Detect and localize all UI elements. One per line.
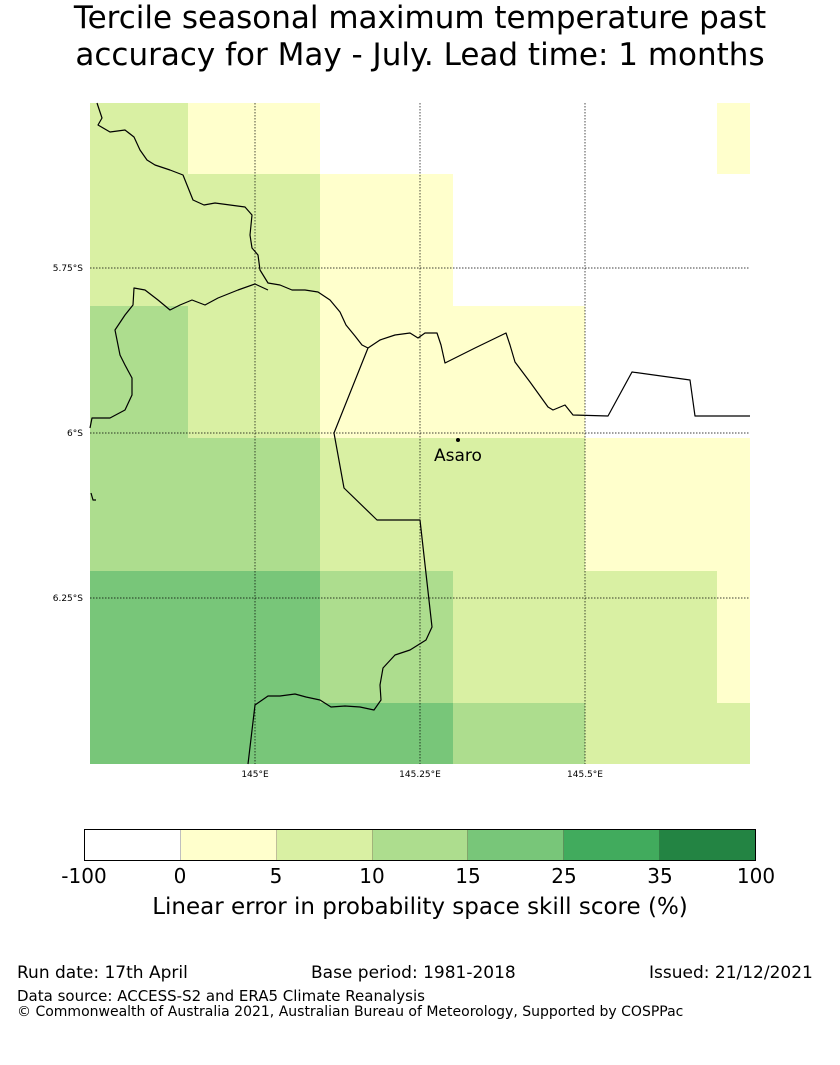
colorbar-segment xyxy=(276,830,373,860)
title-line-2: accuracy for May - July. Lead time: 1 mo… xyxy=(75,37,765,73)
grid-cell xyxy=(90,571,188,703)
grid-cell xyxy=(453,571,585,703)
colorbar-tick-label: 25 xyxy=(551,864,577,888)
grid-cell xyxy=(188,103,320,174)
lon-label: 145.25°E xyxy=(399,770,441,780)
grid-cell xyxy=(320,306,453,438)
grid-cell xyxy=(320,571,453,703)
grid-cell xyxy=(585,438,750,571)
colorbar xyxy=(84,829,756,861)
colorbar-segment xyxy=(468,830,565,860)
colorbar-segment xyxy=(180,830,277,860)
lat-label: 5.75°S xyxy=(53,264,84,274)
province-boundary xyxy=(90,492,96,501)
grid-cell xyxy=(585,571,717,703)
colorbar-tick-label: 15 xyxy=(455,864,481,888)
colorbar-tick-label: 35 xyxy=(647,864,673,888)
grid-cell xyxy=(90,174,188,306)
colorbar-label: Linear error in probability space skill … xyxy=(152,894,688,920)
province-boundary xyxy=(247,347,433,765)
place-label: Asaro xyxy=(434,446,482,466)
colorbar-segment xyxy=(564,830,661,860)
colorbar-segment xyxy=(660,830,756,860)
issued-date: Issued: 21/12/2021 xyxy=(649,963,813,983)
skill-grid xyxy=(90,103,750,764)
grid-cell xyxy=(90,306,188,438)
colorbar-segment xyxy=(85,830,181,860)
chart-title: Tercile seasonal maximum temperature pas… xyxy=(0,0,840,74)
grid-cell xyxy=(453,703,585,764)
lat-label: 6.25°S xyxy=(53,594,84,604)
grid-cell xyxy=(717,103,750,174)
grid-cell xyxy=(188,306,320,438)
grid-cell xyxy=(717,703,750,764)
copyright: © Commonwealth of Australia 2021, Austra… xyxy=(17,1004,684,1020)
data-source: Data source: ACCESS-S2 and ERA5 Climate … xyxy=(17,987,425,1005)
grid-cell xyxy=(188,174,320,306)
colorbar-tick-label: 100 xyxy=(736,864,776,888)
grid-cell xyxy=(90,103,188,174)
province-boundary xyxy=(89,283,269,429)
boundaries xyxy=(89,102,750,765)
grid-cell xyxy=(585,703,717,764)
grid-cell xyxy=(90,438,188,571)
title-line-1: Tercile seasonal maximum temperature pas… xyxy=(73,0,767,36)
run-date: Run date: 17th April xyxy=(17,963,188,983)
province-boundary xyxy=(96,102,750,417)
grid-cell xyxy=(320,703,453,764)
grid-cell xyxy=(90,703,188,764)
base-period: Base period: 1981-2018 xyxy=(311,963,516,983)
colorbar-segment xyxy=(372,830,469,860)
lat-label: 6°S xyxy=(67,429,83,439)
grid-cell xyxy=(717,571,750,703)
graticule xyxy=(90,103,750,764)
place-marker xyxy=(456,438,460,442)
grid-cell xyxy=(188,438,320,571)
colorbar-tick-label: -100 xyxy=(61,864,107,888)
grid-cell xyxy=(453,438,585,571)
colorbar-tick-label: 5 xyxy=(269,864,283,888)
colorbar-tick-label: 10 xyxy=(359,864,385,888)
grid-cell xyxy=(320,174,453,306)
map-panel: Asaro 5.75°S 6°S 6.25°S 145°E 145.25°E 1… xyxy=(53,102,750,780)
grid-cell xyxy=(188,571,320,703)
colorbar-tick-label: 0 xyxy=(173,864,187,888)
grid-cell xyxy=(320,438,453,571)
lon-label: 145°E xyxy=(241,770,269,780)
lon-label: 145.5°E xyxy=(567,770,603,780)
grid-cell xyxy=(453,306,585,438)
